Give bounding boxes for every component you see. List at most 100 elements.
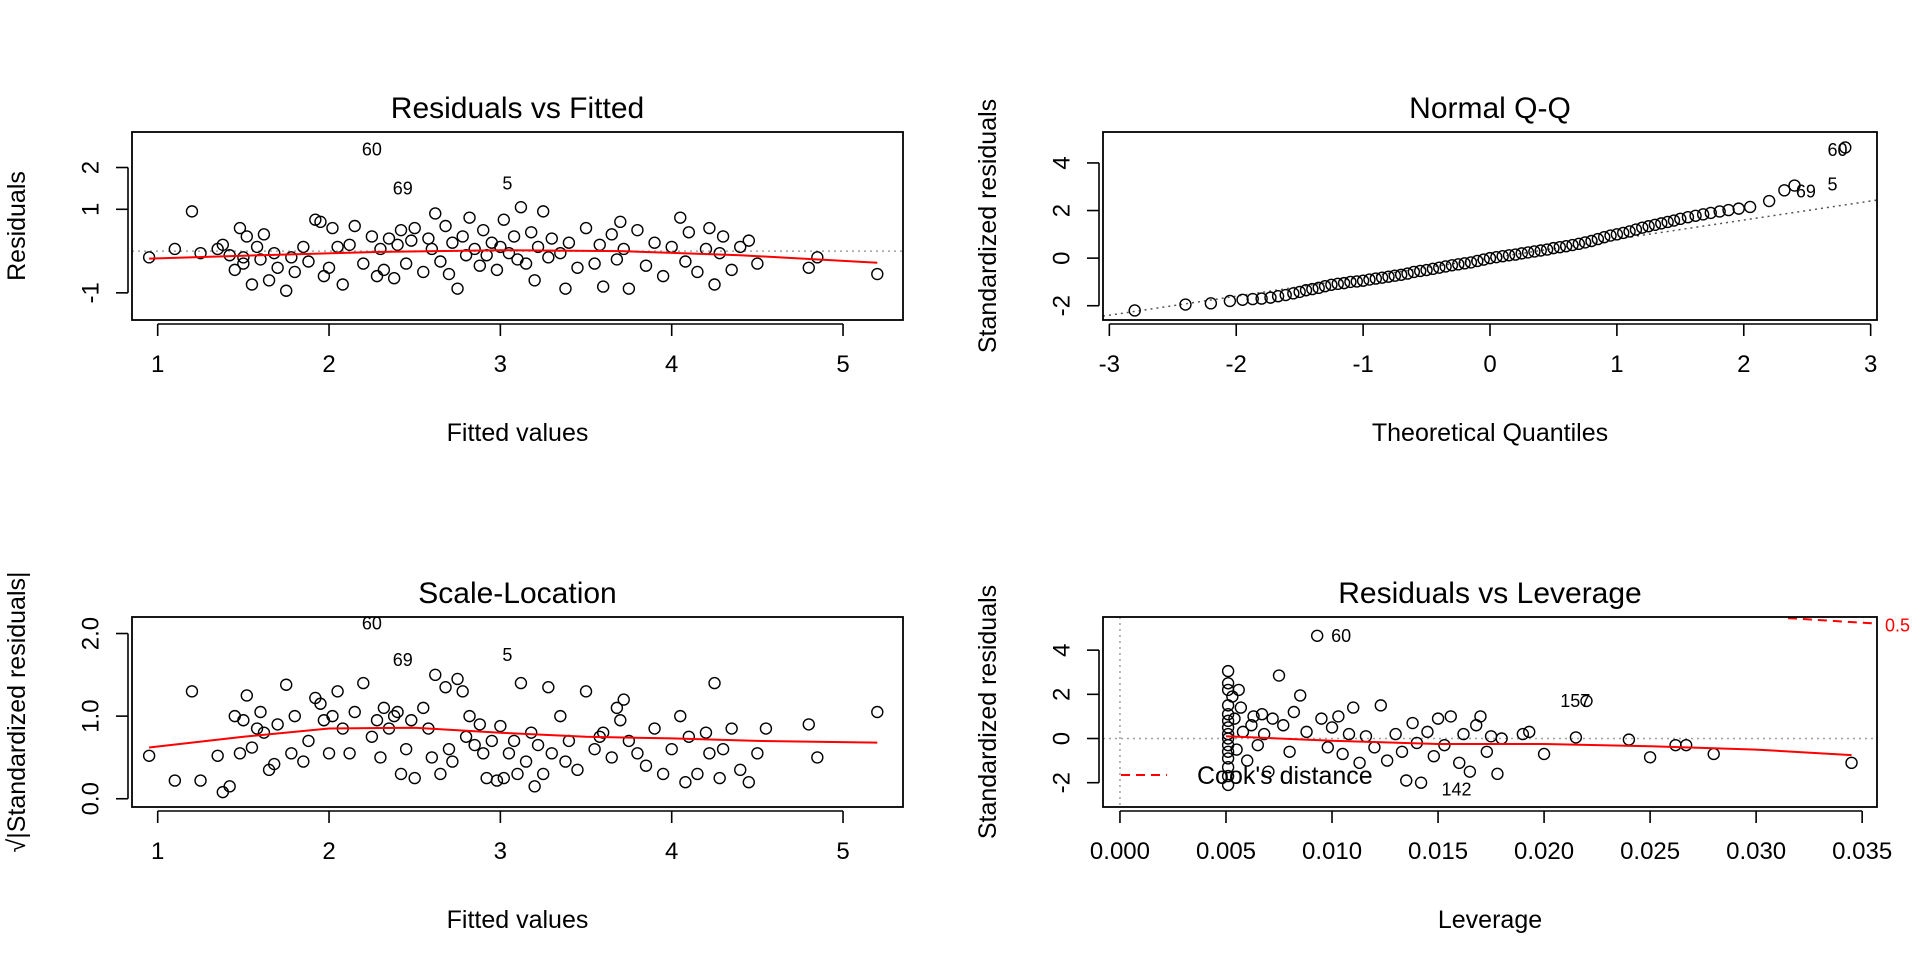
data-point bbox=[434, 767, 447, 781]
data-point bbox=[1515, 247, 1528, 260]
x-tick-label: 0.030 bbox=[1726, 838, 1786, 865]
data-point bbox=[545, 232, 558, 245]
data-point bbox=[370, 714, 384, 727]
data-point bbox=[802, 261, 815, 274]
data-point bbox=[1363, 273, 1376, 286]
plot-area bbox=[142, 668, 884, 799]
data-point bbox=[1236, 293, 1249, 306]
data-point bbox=[1325, 721, 1339, 734]
data-point bbox=[1496, 250, 1509, 263]
data-point bbox=[1431, 712, 1445, 725]
data-point bbox=[497, 213, 510, 226]
outlier-label: 69 bbox=[393, 650, 413, 670]
data-point bbox=[468, 242, 481, 256]
data-point bbox=[1483, 251, 1497, 265]
data-point bbox=[610, 253, 624, 266]
data-point bbox=[1257, 727, 1271, 741]
data-point bbox=[571, 261, 584, 274]
x-tick-label: 0.025 bbox=[1620, 838, 1680, 865]
data-point bbox=[1452, 258, 1465, 271]
data-point bbox=[245, 278, 259, 291]
data-point bbox=[1474, 710, 1487, 723]
data-point bbox=[429, 668, 442, 682]
data-point bbox=[1247, 710, 1260, 723]
lowess-smooth-line bbox=[149, 249, 878, 264]
data-point bbox=[1375, 271, 1389, 284]
data-point bbox=[1426, 262, 1440, 276]
y-tick-label: 1 bbox=[77, 203, 104, 216]
data-point bbox=[288, 265, 301, 279]
data-point bbox=[408, 771, 421, 785]
data-point bbox=[1669, 738, 1682, 752]
data-point bbox=[507, 734, 521, 748]
data-point bbox=[691, 767, 704, 781]
x-tick-label: -2 bbox=[1226, 351, 1247, 378]
data-point bbox=[1457, 727, 1470, 741]
data-point bbox=[1623, 225, 1636, 238]
data-point bbox=[734, 240, 747, 254]
data-point bbox=[408, 221, 421, 235]
data-point bbox=[302, 255, 315, 268]
data-point bbox=[480, 771, 493, 785]
data-point bbox=[605, 228, 618, 241]
data-point bbox=[185, 205, 199, 218]
data-point bbox=[1689, 209, 1702, 222]
data-point bbox=[1234, 701, 1248, 714]
data-point bbox=[679, 255, 692, 268]
data-point bbox=[691, 265, 704, 279]
data-point bbox=[1534, 244, 1547, 257]
data-point bbox=[1287, 705, 1301, 719]
data-point bbox=[485, 734, 498, 748]
data-point bbox=[579, 221, 593, 235]
data-point bbox=[405, 234, 418, 247]
data-point bbox=[1463, 765, 1477, 778]
data-point bbox=[233, 747, 247, 760]
data-point bbox=[168, 242, 182, 256]
panel-residuals-vs-fitted: Residuals vs Fitted Fitted values Residual… bbox=[3, 92, 904, 447]
data-point bbox=[1279, 288, 1292, 302]
data-point bbox=[1427, 749, 1441, 763]
data-point bbox=[314, 215, 327, 229]
data-point bbox=[451, 282, 464, 295]
y-axis-label: √|Standardized residuals| bbox=[3, 571, 31, 852]
data-point bbox=[682, 226, 696, 239]
data-point bbox=[1713, 205, 1726, 218]
plot-frame bbox=[131, 616, 904, 808]
data-point bbox=[1421, 725, 1434, 739]
data-point bbox=[1389, 727, 1402, 741]
outlier-label: 5 bbox=[502, 173, 512, 193]
data-point bbox=[871, 267, 884, 281]
y-tick-label: -2 bbox=[1048, 295, 1075, 316]
outlier-label: 60 bbox=[1828, 140, 1848, 160]
data-point bbox=[617, 693, 630, 706]
data-point bbox=[322, 747, 336, 760]
data-point bbox=[639, 759, 653, 772]
plot-area bbox=[1103, 617, 1877, 807]
data-point bbox=[759, 722, 773, 735]
x-tick-label: 5 bbox=[836, 351, 849, 378]
data-point bbox=[446, 755, 459, 768]
data-point bbox=[490, 263, 504, 277]
data-point bbox=[1277, 719, 1290, 732]
data-point bbox=[1287, 287, 1300, 300]
data-point bbox=[1732, 202, 1745, 215]
data-point bbox=[596, 726, 610, 739]
data-point bbox=[1321, 741, 1334, 754]
y-tick-label: -2 bbox=[1048, 772, 1075, 793]
data-point bbox=[280, 678, 293, 691]
data-point bbox=[365, 230, 379, 243]
data-point bbox=[802, 718, 815, 731]
data-point bbox=[648, 236, 661, 249]
data-point bbox=[674, 211, 687, 224]
data-point bbox=[622, 734, 636, 748]
data-point bbox=[1484, 730, 1498, 743]
data-point bbox=[459, 730, 473, 743]
data-point bbox=[1315, 712, 1328, 725]
y-tick-label: 0 bbox=[1048, 732, 1075, 745]
x-tick-label: 1 bbox=[151, 838, 164, 865]
data-point bbox=[1221, 732, 1235, 745]
data-point bbox=[1226, 690, 1239, 703]
data-point bbox=[425, 751, 439, 764]
data-point bbox=[545, 747, 558, 760]
data-point bbox=[377, 701, 391, 715]
